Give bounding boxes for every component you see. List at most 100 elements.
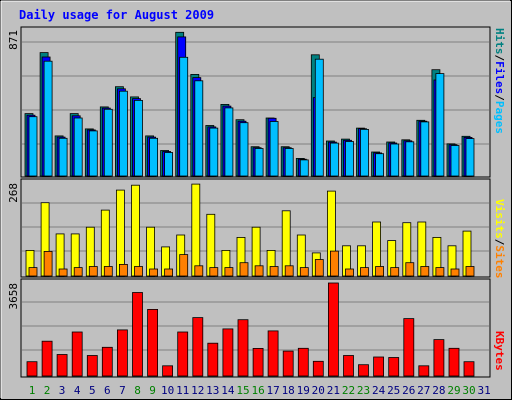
x-tick-label: 5 (89, 384, 96, 397)
visits-bar (116, 189, 125, 277)
pages-bar (405, 141, 415, 177)
sites-bar (239, 262, 249, 277)
sites-bar (269, 266, 279, 277)
pages-bar (88, 130, 98, 177)
pages-bar (435, 73, 445, 177)
legend-hits: Hits (493, 28, 506, 55)
x-tick-label: 19 (297, 384, 310, 397)
chart-marks (24, 31, 475, 377)
x-tick-label: 30 (462, 384, 475, 397)
pages-bar (239, 122, 249, 177)
x-tick-label: 1 (29, 384, 36, 397)
legend-kbytes: KBytes (493, 331, 506, 371)
pages-bar (43, 60, 53, 177)
x-tick-label: 20 (312, 384, 325, 397)
sites-bar (254, 265, 264, 277)
sites-bar (224, 267, 234, 277)
legend-sep: / (493, 55, 506, 62)
x-axis-labels: 1 2 3 4 5 6 7 8 9 10 11 12 13 14 15 16 17 18 19 20 21 22 23 24 2… (29, 384, 491, 397)
x-tick-label: 25 (387, 384, 400, 397)
kbytes-bar (26, 361, 38, 377)
sites-bar (345, 268, 354, 277)
pages-bar (254, 148, 264, 177)
pages-bar (28, 116, 38, 177)
pages-bar (375, 153, 385, 177)
x-tick-label: 8 (134, 384, 141, 397)
kbytes-bar (252, 347, 264, 377)
pages-bar (103, 108, 113, 177)
pages-bar (149, 137, 159, 177)
x-tick-label: 11 (176, 384, 189, 397)
pages-bar (465, 138, 475, 177)
sites-bar (164, 268, 174, 277)
pages-bar (269, 121, 279, 177)
kbytes-bar (237, 319, 249, 377)
pages-bar (345, 141, 354, 177)
pages-bar (450, 145, 460, 177)
x-tick-label: 22 (342, 384, 355, 397)
kbytes-bar (297, 347, 309, 377)
x-tick-label: 24 (372, 384, 386, 397)
sites-bar (149, 268, 159, 277)
x-tick-label: 27 (417, 384, 430, 397)
kbytes-bar (101, 346, 113, 377)
visits-bar (191, 183, 201, 277)
x-tick-label: 31 (477, 384, 490, 397)
legend-sep: / (493, 94, 506, 101)
pages-bar (164, 152, 174, 177)
kbytes-bar (86, 355, 98, 377)
sites-bar (314, 259, 324, 277)
sites-bar (209, 267, 219, 277)
sites-bar (88, 266, 98, 277)
x-tick-label: 14 (221, 384, 235, 397)
sites-bar (390, 267, 400, 277)
sites-bar (73, 267, 83, 277)
sites-bar (58, 268, 68, 277)
kbytes-bar (433, 339, 445, 377)
x-tick-label: 7 (119, 384, 126, 397)
kbytes-bar (267, 330, 279, 377)
kbytes-bar (207, 342, 219, 377)
pages-bar (119, 90, 128, 177)
legend-files: Files (493, 61, 506, 94)
x-tick-label: 2 (44, 384, 51, 397)
pages-bar (58, 137, 68, 177)
kbytes-bar (358, 364, 369, 377)
kbytes-ymax-label: 3658 (7, 283, 20, 310)
kbytes-bar (373, 356, 385, 377)
sites-bar (134, 266, 143, 277)
kbytes-bar (117, 329, 128, 377)
chart-title: Daily usage for August 2009 (19, 8, 214, 22)
kbytes-bar (192, 317, 204, 377)
sites-bar (360, 267, 369, 277)
kbytes-bar (177, 331, 189, 377)
kbytes-bar (41, 340, 53, 377)
legend-visits-sites: Visits/Sites (493, 199, 506, 279)
sites-bar (179, 254, 189, 277)
sites-bar (465, 266, 475, 277)
x-tick-label: 21 (327, 384, 340, 397)
x-tick-label: 17 (266, 384, 279, 397)
x-tick-label: 23 (357, 384, 370, 397)
kbytes-bar (312, 360, 324, 377)
kbytes-bar (162, 365, 174, 377)
sites-bar (28, 267, 38, 277)
sites-bar (194, 265, 204, 277)
pages-bar (420, 121, 430, 177)
kbytes-bar (388, 357, 400, 377)
sites-bar (420, 266, 430, 277)
kbytes-bar (147, 308, 159, 377)
kbytes-bar (56, 354, 68, 377)
legend-visits: Visits (493, 199, 506, 239)
x-tick-label: 6 (104, 384, 111, 397)
sites-bar (329, 250, 339, 277)
legend-sep: / (493, 239, 506, 246)
kbytes-bar (418, 365, 430, 377)
sites-bar (43, 250, 53, 277)
sites-bar (450, 268, 460, 277)
pages-bar (284, 148, 294, 177)
kbytes-bar (403, 318, 415, 377)
x-tick-label: 15 (236, 384, 249, 397)
